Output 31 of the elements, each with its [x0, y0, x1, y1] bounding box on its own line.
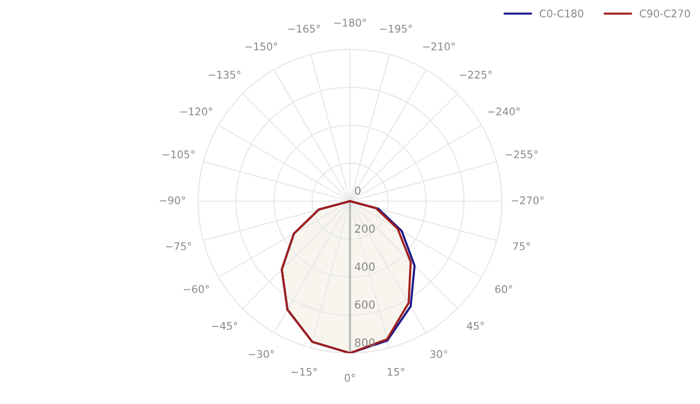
- spoke-label: −270°: [512, 196, 544, 204]
- spoke-label: −45°: [212, 322, 238, 330]
- spoke-label: 30°: [430, 350, 448, 358]
- spoke-label: 60°: [495, 285, 512, 294]
- spoke-label: −90°: [160, 196, 186, 204]
- spoke-label: −165°: [288, 24, 320, 33]
- spoke-label: −255°: [506, 150, 538, 158]
- y-tick-label: 800: [354, 338, 375, 347]
- spoke-label: 0°: [344, 374, 355, 382]
- y-tick-label: 600: [354, 300, 375, 309]
- spoke-label: −135°: [208, 70, 240, 79]
- spoke-label: −15°: [292, 368, 317, 376]
- spoke-label: −150°: [245, 42, 278, 50]
- spoke-label: 45°: [466, 322, 484, 330]
- spoke-label: −30°: [248, 350, 274, 358]
- legend-label: C0-C180: [540, 10, 584, 18]
- spoke-label: −195°: [380, 24, 412, 33]
- spoke-label: −105°: [162, 150, 194, 158]
- spoke-label: −240°: [488, 108, 520, 116]
- spoke-label: −180°: [334, 18, 366, 27]
- spoke-label: −225°: [460, 70, 492, 79]
- spoke-label: −60°: [184, 285, 209, 294]
- legend-label: C90-C270: [640, 10, 690, 18]
- spoke-label: 75°: [513, 242, 530, 250]
- y-tick-label: 400: [354, 262, 375, 271]
- y-tick-label: 200: [354, 224, 375, 233]
- y-tick-label: 0: [354, 186, 360, 195]
- spoke-label: −210°: [422, 42, 455, 50]
- spoke-label: −120°: [180, 108, 212, 116]
- spoke-label: 15°: [388, 368, 404, 376]
- spoke-label: −75°: [166, 242, 192, 250]
